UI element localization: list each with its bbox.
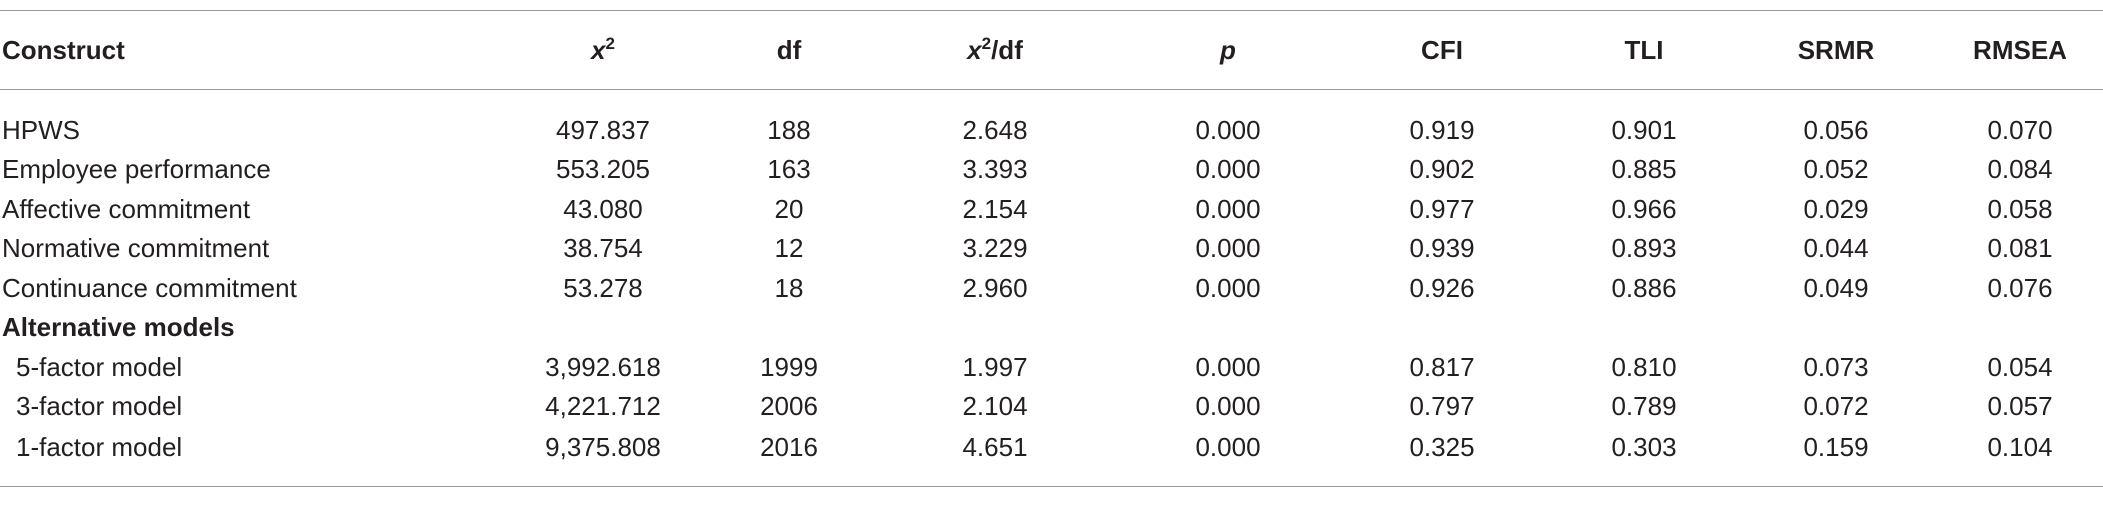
data-cell: 0.000 — [1195, 432, 1261, 462]
data-cell: 0.076 — [1987, 273, 2053, 303]
data-cell: 0.886 — [1611, 273, 1677, 303]
data-cell: 0.000 — [1195, 154, 1261, 184]
data-cell: 0.901 — [1611, 115, 1677, 145]
data-cell: 20 — [774, 194, 804, 224]
data-cell: 0.885 — [1611, 154, 1677, 184]
data-cell: 188 — [767, 115, 811, 145]
data-cell: 0.072 — [1803, 391, 1869, 421]
header-text: x — [967, 35, 982, 65]
data-cell: 0.966 — [1611, 194, 1677, 224]
data-cell: 0.104 — [1987, 432, 2053, 462]
data-cell: 0.058 — [1987, 194, 2053, 224]
header-cell: x2 — [591, 35, 615, 65]
data-cell: 0.000 — [1195, 352, 1261, 382]
header-text: CFI — [1421, 35, 1463, 65]
data-cell: 0.000 — [1195, 391, 1261, 421]
data-cell: 0.159 — [1803, 432, 1869, 462]
data-cell: 0.057 — [1987, 391, 2053, 421]
header-text: 2 — [981, 34, 992, 53]
data-cell: 18 — [774, 273, 804, 303]
data-cell: 3,992.618 — [545, 352, 661, 382]
header-cell: df — [777, 35, 802, 65]
data-cell: 0.977 — [1409, 194, 1475, 224]
data-cell: 53.278 — [563, 273, 643, 303]
header-cell: x2/df — [967, 35, 1023, 65]
data-cell: 2.960 — [962, 273, 1028, 303]
header-cell: RMSEA — [1973, 35, 2067, 65]
header-text: TLI — [1624, 35, 1664, 65]
data-cell: 0.070 — [1987, 115, 2053, 145]
data-cell: 0.056 — [1803, 115, 1869, 145]
row-label: Affective commitment — [2, 194, 251, 224]
bottom-rule — [0, 486, 2103, 487]
header-text: x — [591, 35, 606, 65]
section-label: Alternative models — [2, 312, 235, 342]
row-label: HPWS — [2, 115, 80, 145]
row-label: Continuance commitment — [2, 273, 297, 303]
data-cell: 0.073 — [1803, 352, 1869, 382]
data-cell: 0.902 — [1409, 154, 1475, 184]
data-cell: 0.325 — [1409, 432, 1475, 462]
header-cell: CFI — [1421, 35, 1463, 65]
data-cell: 0.797 — [1409, 391, 1475, 421]
data-cell: 4,221.712 — [545, 391, 661, 421]
data-cell: 0.000 — [1195, 115, 1261, 145]
data-cell: 0.052 — [1803, 154, 1869, 184]
data-cell: 3.229 — [962, 233, 1028, 263]
data-cell: 0.000 — [1195, 194, 1261, 224]
data-cell: 0.926 — [1409, 273, 1475, 303]
data-cell: 163 — [767, 154, 811, 184]
row-label: 5-factor model — [16, 352, 183, 382]
data-cell: 553.205 — [556, 154, 650, 184]
data-cell: 0.893 — [1611, 233, 1677, 263]
header-text: 2 — [605, 34, 615, 53]
data-cell: 0.084 — [1987, 154, 2053, 184]
header-text: df — [776, 35, 802, 65]
header-text: /df — [991, 35, 1023, 65]
data-cell: 2.648 — [962, 115, 1028, 145]
data-cell: 1.997 — [962, 352, 1028, 382]
data-cell: 2016 — [760, 432, 818, 462]
data-cell: 0.000 — [1195, 273, 1261, 303]
data-cell: 3.393 — [962, 154, 1028, 184]
data-cell: 1999 — [760, 352, 818, 382]
data-cell: 0.044 — [1803, 233, 1869, 263]
data-cell: 12 — [774, 233, 804, 263]
row-label: 1-factor model — [16, 432, 183, 462]
header-text: SRMR — [1797, 35, 1875, 65]
row-label: Normative commitment — [2, 233, 270, 263]
row-label: Employee performance — [2, 154, 271, 184]
data-cell: 0.817 — [1409, 352, 1475, 382]
data-cell: 2.104 — [962, 391, 1028, 421]
data-cell: 43.080 — [563, 194, 643, 224]
data-cell: 0.919 — [1409, 115, 1475, 145]
data-cell: 4.651 — [962, 432, 1028, 462]
header-rule — [0, 89, 2103, 90]
data-cell: 0.049 — [1803, 273, 1869, 303]
row-label: 3-factor model — [16, 391, 183, 421]
data-cell: 38.754 — [563, 233, 643, 263]
data-cell: 9,375.808 — [545, 432, 661, 462]
header-cell: p — [1220, 35, 1236, 65]
header-text: RMSEA — [1973, 35, 2067, 65]
data-cell: 0.789 — [1611, 391, 1677, 421]
data-cell: 0.029 — [1803, 194, 1869, 224]
header-cell: TLI — [1625, 35, 1664, 65]
data-cell: 0.054 — [1987, 352, 2053, 382]
data-cell: 2006 — [760, 391, 818, 421]
data-cell: 2.154 — [962, 194, 1028, 224]
data-cell: 0.810 — [1611, 352, 1677, 382]
header-text: p — [1220, 35, 1236, 65]
data-cell: 497.837 — [556, 115, 650, 145]
data-cell: 0.939 — [1409, 233, 1475, 263]
data-cell: 0.081 — [1987, 233, 2053, 263]
top-rule — [0, 10, 2103, 11]
data-cell: 0.000 — [1195, 233, 1261, 263]
header-cell: SRMR — [1798, 35, 1875, 65]
header-cell: Construct — [2, 35, 125, 65]
data-cell: 0.303 — [1611, 432, 1677, 462]
header-text: Construct — [2, 35, 125, 65]
